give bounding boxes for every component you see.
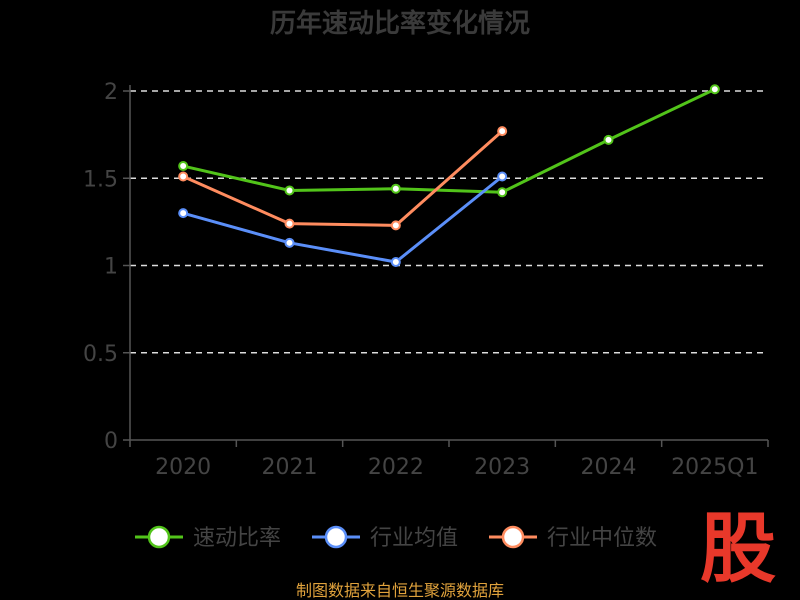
- axes: [129, 85, 768, 441]
- legend-label: 行业中位数: [547, 526, 657, 551]
- x-tick-label: 2023: [474, 455, 530, 480]
- series-2: [178, 171, 508, 268]
- legend-label: 速动比率: [193, 526, 281, 551]
- data-point: [390, 220, 401, 231]
- legend-marker: [147, 525, 171, 549]
- legend[interactable]: 速动比率 行业均值 行业中位数: [135, 525, 657, 551]
- data-point: [178, 171, 189, 182]
- x-tick-label: 2021: [262, 455, 318, 480]
- data-point: [284, 185, 295, 196]
- legend-item-1[interactable]: 速动比率: [135, 525, 281, 551]
- data-point: [497, 187, 508, 198]
- legend-marker: [324, 525, 348, 549]
- series-line: [182, 175, 504, 264]
- x-axis-ticks: 2020 2021 2022 2023 2024 2025Q1: [129, 440, 769, 480]
- data-point: [390, 257, 401, 268]
- data-point: [497, 171, 508, 182]
- grid-lines: [130, 90, 768, 354]
- chart-title: 历年速动比率变化情况: [270, 8, 530, 39]
- legend-label: 行业均值: [370, 526, 458, 551]
- y-tick-label: 1: [104, 255, 118, 280]
- y-tick-label: 2: [104, 80, 118, 105]
- data-point: [284, 218, 295, 229]
- y-axis-ticks: 0 0.5 1 1.5 2: [83, 80, 130, 454]
- series-line: [182, 130, 504, 227]
- x-tick-label: 2024: [581, 455, 637, 480]
- series-line: [182, 87, 716, 194]
- series-3: [178, 126, 508, 231]
- data-point: [284, 237, 295, 248]
- legend-item-2[interactable]: 行业均值: [312, 525, 458, 551]
- data-point: [178, 208, 189, 219]
- brand-logo: 股: [700, 504, 776, 593]
- y-tick-label: 0: [104, 429, 118, 454]
- y-tick-label: 0.5: [83, 342, 118, 367]
- x-tick-label: 2025Q1: [671, 455, 758, 480]
- data-point: [603, 134, 614, 145]
- data-point: [390, 183, 401, 194]
- data-point: [497, 126, 508, 137]
- y-tick-label: 1.5: [83, 167, 118, 192]
- legend-marker: [501, 525, 525, 549]
- data-point: [178, 161, 189, 172]
- legend-item-3[interactable]: 行业中位数: [489, 525, 657, 551]
- x-tick-label: 2020: [155, 455, 211, 480]
- source-note: 制图数据来自恒生聚源数据库: [296, 581, 504, 600]
- data-point: [709, 84, 720, 95]
- series-1: [178, 84, 720, 198]
- x-tick-label: 2022: [368, 455, 424, 480]
- series-group: [178, 84, 720, 268]
